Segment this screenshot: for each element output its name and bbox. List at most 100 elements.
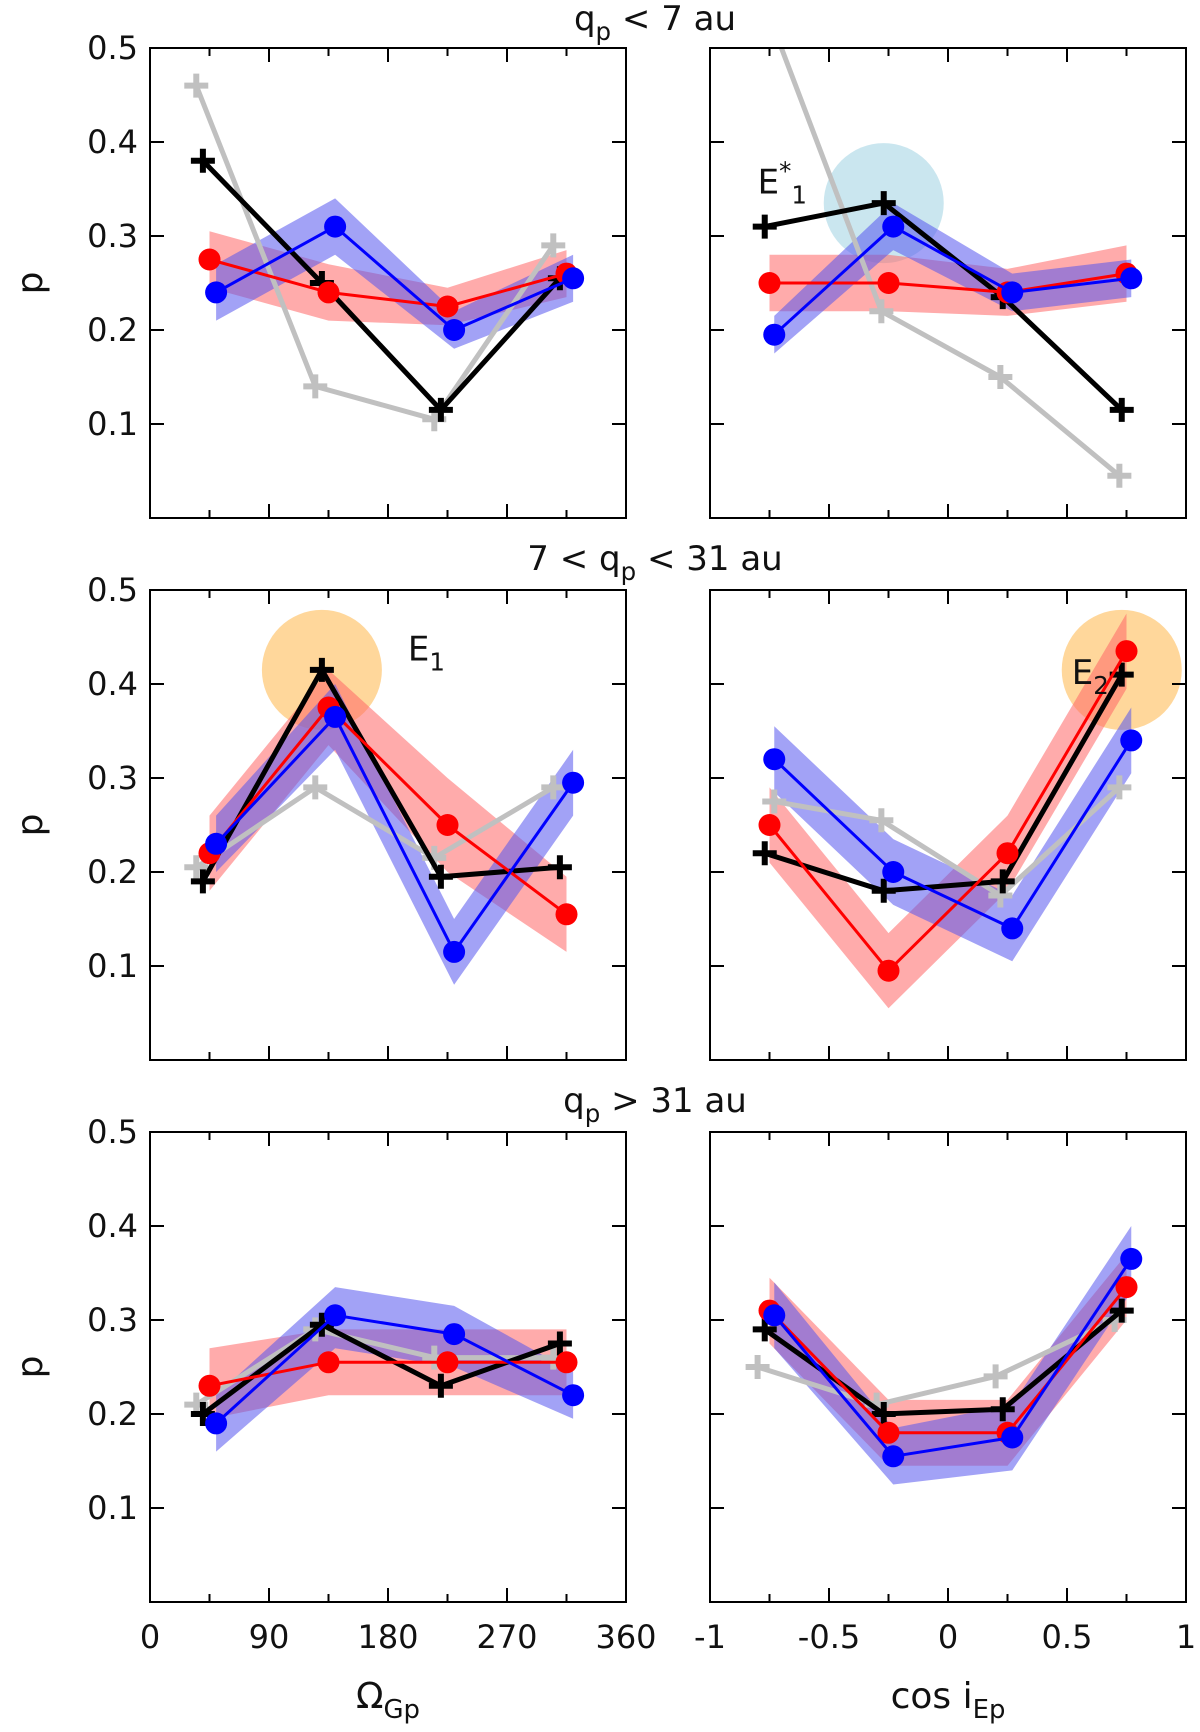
gray-point xyxy=(184,855,209,880)
black-point xyxy=(547,1331,572,1356)
red-point xyxy=(317,1351,340,1374)
red-point xyxy=(1115,1276,1138,1299)
blue-point xyxy=(205,832,228,855)
x-tick-label: 270 xyxy=(476,1618,537,1656)
x-tick-label: 180 xyxy=(357,1618,418,1656)
label-base: q xyxy=(599,539,621,579)
plot-area xyxy=(184,1287,585,1452)
blue-series-line xyxy=(215,715,575,954)
plot-area xyxy=(745,1226,1143,1485)
panel: -1 -0.5 0 0.5 1 xyxy=(694,1131,1196,1656)
red-point xyxy=(877,959,900,982)
gray-point xyxy=(541,233,566,258)
red-series-line xyxy=(209,258,567,308)
red-point xyxy=(555,903,578,926)
x-axis-label-right: cos iEp xyxy=(891,1676,1006,1725)
gray-point xyxy=(869,808,894,833)
red-point xyxy=(758,814,781,836)
black-point xyxy=(990,869,1015,894)
black-point xyxy=(190,869,215,894)
x-tick-label: 1 xyxy=(1176,1618,1196,1656)
label-pre: 7 < xyxy=(527,539,599,579)
label-base: q xyxy=(563,1081,585,1121)
y-tick-label: 0.3 xyxy=(87,759,138,797)
y-axis-label: p xyxy=(10,1356,51,1379)
y-axis-label: p xyxy=(10,814,51,837)
y-tick-label: 0.1 xyxy=(87,1489,138,1527)
blue-point xyxy=(1120,267,1143,290)
red-point xyxy=(877,1421,900,1444)
blue-point xyxy=(443,940,466,963)
label-sub: 2 xyxy=(1093,671,1109,700)
plot-area xyxy=(184,609,585,985)
label-base: E xyxy=(408,630,429,670)
annotation-label: E2 xyxy=(1072,653,1109,700)
gray-point xyxy=(1107,463,1132,488)
plot-area xyxy=(752,48,1143,488)
black-point xyxy=(428,864,453,889)
plot-area xyxy=(752,609,1182,1009)
panel: 0.1 0.2 0.3 0.4 0.5 p 0 90 180 270 360 xyxy=(10,1113,657,1656)
black-point xyxy=(428,1373,453,1398)
panel: E*1 xyxy=(709,47,1187,519)
blue-series-line xyxy=(215,225,574,332)
panel: E1 0.1 0.2 0.3 0.4 0.5 p xyxy=(10,571,627,1061)
label-rest: > 31 au xyxy=(600,1081,747,1121)
blue-point xyxy=(763,1304,786,1327)
black-point xyxy=(871,1402,896,1426)
blue-band xyxy=(216,198,574,349)
gray-series-line xyxy=(194,784,555,870)
x-tick-label: 0 xyxy=(140,1618,160,1656)
black-point xyxy=(752,841,777,866)
red-point xyxy=(758,272,781,294)
row-title: 7 < qp < 31 au xyxy=(527,539,782,586)
black-point xyxy=(752,1317,777,1342)
gray-point xyxy=(983,1364,1008,1389)
black-point xyxy=(190,148,215,173)
blue-point xyxy=(882,1445,905,1468)
red-point xyxy=(436,295,459,318)
black-series-line xyxy=(201,159,562,413)
red-point xyxy=(996,842,1019,865)
y-tick-label: 0.1 xyxy=(87,405,138,443)
blue-point xyxy=(443,319,466,341)
gray-point xyxy=(184,73,209,98)
blue-point xyxy=(562,267,585,290)
y-tick-label: 0.4 xyxy=(87,1207,138,1245)
blue-series-line xyxy=(773,1258,1133,1458)
y-tick-label: 0.2 xyxy=(87,853,138,891)
blue-point xyxy=(324,705,347,728)
gray-series-line xyxy=(778,48,1121,478)
x-tick-label: -1 xyxy=(694,1618,726,1656)
red-point xyxy=(436,814,459,836)
panel: E2 xyxy=(709,589,1187,1061)
red-series-line xyxy=(768,1286,1128,1435)
label-sub: Ep xyxy=(973,1695,1006,1725)
y-tick-label: 0.5 xyxy=(87,29,138,67)
red-series-line xyxy=(768,650,1128,973)
gray-point xyxy=(762,789,787,814)
black-point xyxy=(752,214,777,239)
gray-series-line xyxy=(193,84,556,422)
y-tick-label: 0.3 xyxy=(87,217,138,255)
panel-frame xyxy=(709,1131,1187,1603)
y-tick-label: 0.2 xyxy=(87,311,138,349)
x-tick-label: 0.5 xyxy=(1042,1618,1093,1656)
gray-point xyxy=(303,775,328,800)
red-series-line xyxy=(208,706,568,916)
red-point xyxy=(198,1374,221,1397)
blue-point xyxy=(324,215,347,238)
blue-point xyxy=(205,1412,228,1435)
red-point xyxy=(877,272,900,294)
label-sub: Gp xyxy=(383,1695,420,1725)
red-point xyxy=(436,1351,459,1374)
blue-point xyxy=(1120,729,1143,752)
x-tick-label: 360 xyxy=(595,1618,656,1656)
axis-labels: ΩGp cos iEp xyxy=(356,1676,1005,1725)
gray-series-line xyxy=(756,1317,1116,1408)
gray-point xyxy=(541,775,566,800)
y-tick-label: 0.4 xyxy=(87,123,138,161)
annotation-label: E*1 xyxy=(758,157,807,210)
blue-series-line xyxy=(215,1313,574,1425)
